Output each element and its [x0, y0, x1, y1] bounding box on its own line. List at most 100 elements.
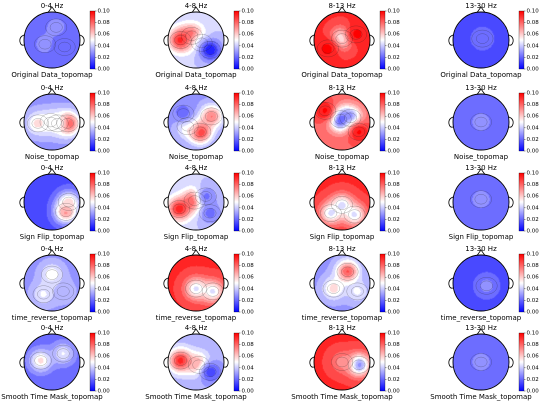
colorbar-tick-label: 0.02 — [527, 137, 539, 143]
colorbar-tick-label: 0.00 — [242, 389, 255, 395]
head-left-ear — [309, 277, 315, 289]
colorbar-scale — [233, 172, 240, 232]
head-outline — [167, 11, 225, 69]
colorbar-scale — [233, 92, 240, 152]
head-nose — [337, 88, 347, 95]
colorbar-tick-label: 0.06 — [527, 32, 540, 38]
colorbar-tick-label: 0.08 — [242, 20, 255, 26]
head-outline — [452, 254, 510, 312]
panel-label: Sign Flip_topomap — [20, 233, 85, 241]
contour-line — [351, 286, 364, 297]
topomap-field — [314, 94, 370, 150]
contour-line — [203, 366, 217, 377]
topomap-field — [24, 334, 80, 390]
band-title: 0-4 Hz — [41, 245, 64, 253]
head-nose — [476, 249, 486, 256]
topomap-panel: 0-4 Hz 0.00 0.02 0.04 0.06 0.08 0.10 Sign Flip_… — [19, 164, 111, 241]
contour-line — [188, 195, 201, 206]
colorbar-tick-label: 0.02 — [98, 217, 110, 223]
panel-label: Smooth Time Mask_topomap — [145, 393, 247, 401]
topomap-panel: 8-13 Hz 0.00 0.02 0.04 0.06 0.08 0.10 Noise_top… — [309, 84, 400, 161]
colorbar-tick-label: 0.10 — [242, 171, 255, 177]
contour-line — [470, 190, 492, 208]
topomap-panel: 13-30 Hz 0.00 0.02 0.04 0.06 0.08 0.10 Noise_to… — [448, 84, 540, 161]
colorbar-tick-label: 0.06 — [242, 275, 255, 281]
topomap-field — [314, 255, 370, 311]
topomap-field — [453, 334, 509, 390]
head-nose — [476, 6, 486, 13]
colorbar-tick-label: 0.06 — [388, 32, 401, 38]
head-nose — [47, 88, 57, 95]
band-title: 4-8 Hz — [185, 324, 208, 332]
contour-line — [185, 279, 207, 298]
head-right-ear — [369, 196, 375, 208]
contour-line — [345, 25, 367, 44]
topomap-panel: 4-8 Hz 0.00 0.02 0.04 0.06 0.08 0.10 Noise_topo… — [163, 84, 255, 161]
head-nose — [191, 328, 201, 335]
colorbar-tick-label: 0.02 — [527, 298, 539, 304]
head-right-ear — [508, 356, 514, 368]
colorbar-tick-label: 0.04 — [242, 205, 255, 211]
contour-line — [327, 283, 340, 294]
colorbar-tick-label: 0.08 — [388, 182, 401, 188]
colorbar-tick-label: 0.02 — [242, 137, 254, 143]
band-title: 13-30 Hz — [465, 2, 497, 10]
head-left-ear — [309, 196, 315, 208]
colorbar-tick-label: 0.10 — [242, 91, 255, 97]
colorbar-tick-label: 0.00 — [242, 67, 255, 73]
contour-line — [317, 39, 339, 58]
head-outline — [313, 254, 371, 312]
colorbar-tick-label: 0.02 — [388, 298, 400, 304]
colorbar-tick-label: 0.06 — [98, 275, 111, 281]
colorbar-tick-label: 0.00 — [527, 67, 540, 73]
topomap-field — [314, 174, 370, 230]
colorbar-tick-label: 0.00 — [388, 389, 401, 395]
head-nose — [476, 328, 486, 335]
panel-label: Noise_topomap — [454, 153, 509, 161]
colorbar-tick-label: 0.10 — [388, 252, 401, 258]
colorbar-scale — [379, 10, 386, 70]
head-left-ear — [163, 34, 169, 46]
contour-line — [172, 203, 186, 215]
head-outline — [452, 11, 510, 69]
head-right-ear — [369, 356, 375, 368]
colorbar-tick-label: 0.06 — [527, 114, 540, 120]
colorbar: 0.00 0.02 0.04 0.06 0.08 0.10 — [518, 91, 540, 155]
contour-line — [335, 33, 349, 44]
colorbar-tick-label: 0.08 — [527, 20, 540, 26]
contour-line — [199, 191, 213, 202]
colorbar: 0.00 0.02 0.04 0.06 0.08 0.10 — [89, 91, 111, 155]
contour-line — [190, 34, 213, 52]
head-outline — [167, 254, 225, 312]
colorbar: 0.00 0.02 0.04 0.06 0.08 0.10 — [233, 91, 255, 155]
topomap-panel: 8-13 Hz 0.00 0.02 0.04 0.06 0.08 0.10 Original … — [301, 2, 400, 79]
colorbar-tick-label: 0.08 — [98, 342, 111, 348]
contour-line — [319, 204, 342, 222]
colorbar-tick-label: 0.04 — [98, 205, 111, 211]
head-nose — [476, 88, 486, 95]
colorbar-tick-label: 0.02 — [242, 55, 254, 61]
contour-line — [321, 43, 335, 54]
contour-line — [177, 108, 190, 119]
head-right-ear — [223, 196, 229, 208]
band-title: 4-8 Hz — [185, 2, 208, 10]
head-left-ear — [19, 34, 25, 46]
colorbar-tick-label: 0.06 — [242, 354, 255, 360]
head-outline — [313, 11, 371, 69]
colorbar-tick-label: 0.08 — [98, 263, 111, 269]
colorbar-scale — [518, 92, 525, 152]
colorbar-tick-label: 0.10 — [98, 91, 111, 97]
colorbar-tick-label: 0.00 — [527, 389, 540, 395]
colorbar-scale — [89, 332, 96, 392]
band-title: 4-8 Hz — [185, 84, 208, 92]
head-left-ear — [163, 196, 169, 208]
contour-line — [38, 39, 52, 50]
colorbar-scale — [89, 253, 96, 313]
band-title: 8-13 Hz — [328, 2, 355, 10]
colorbar-tick-label: 0.00 — [98, 310, 111, 316]
topomap-field — [24, 94, 80, 150]
colorbar-tick-label: 0.08 — [98, 102, 111, 108]
colorbar-tick-label: 0.00 — [388, 229, 401, 235]
colorbar-tick-label: 0.06 — [98, 32, 111, 38]
colorbar-tick-label: 0.10 — [98, 252, 111, 258]
